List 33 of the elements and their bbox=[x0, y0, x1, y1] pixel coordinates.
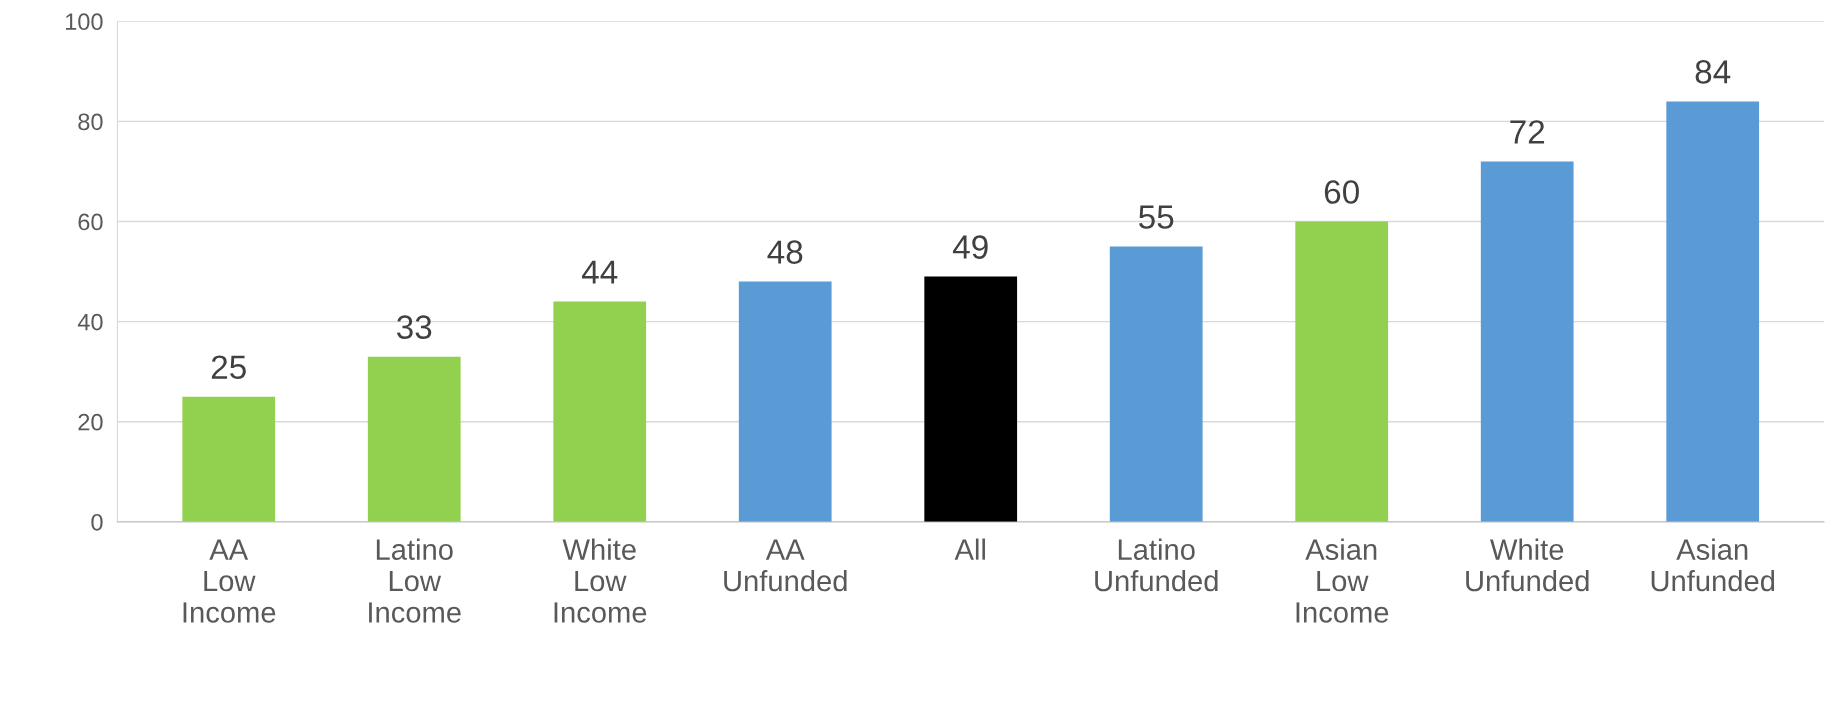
bar bbox=[924, 276, 1018, 522]
data-label: 84 bbox=[1695, 60, 1731, 84]
bar bbox=[738, 281, 832, 522]
x-tick-label: White Low Income bbox=[554, 538, 647, 623]
bar bbox=[182, 396, 276, 522]
bar bbox=[367, 356, 461, 522]
x-tick-label: All bbox=[954, 538, 985, 560]
x-tick-label: Latino Unfunded bbox=[1095, 538, 1218, 592]
x-tick-label: Asian Unfunded bbox=[1651, 538, 1775, 592]
y-tick-label: 60 bbox=[78, 213, 103, 231]
y-tick-label: 40 bbox=[77, 313, 103, 331]
data-label: 25 bbox=[211, 355, 246, 380]
bar bbox=[1109, 246, 1203, 522]
bar bbox=[1480, 161, 1574, 522]
data-label: 72 bbox=[1510, 120, 1545, 144]
y-tick-label: 80 bbox=[78, 113, 103, 131]
x-tick-label: White Unfunded bbox=[1466, 538, 1589, 592]
bar bbox=[1295, 221, 1389, 522]
x-tick-label: Asian Low Income bbox=[1296, 538, 1389, 623]
x-tick-label: AA Unfunded bbox=[724, 539, 847, 592]
data-label: 49 bbox=[952, 235, 988, 259]
y-tick-label: 0 bbox=[91, 513, 103, 531]
x-tick-label: AA Low Income bbox=[183, 539, 276, 623]
data-label: 44 bbox=[581, 260, 618, 284]
y-tick-label: 100 bbox=[65, 13, 103, 31]
data-label: 55 bbox=[1139, 205, 1174, 229]
bar bbox=[1666, 101, 1760, 522]
data-label: 48 bbox=[767, 240, 803, 264]
x-tick-label: Latino Low Income bbox=[369, 538, 461, 623]
data-label: 60 bbox=[1324, 180, 1359, 204]
y-tick-label: 20 bbox=[78, 413, 103, 431]
data-label: 33 bbox=[396, 315, 432, 339]
bar bbox=[553, 301, 647, 522]
